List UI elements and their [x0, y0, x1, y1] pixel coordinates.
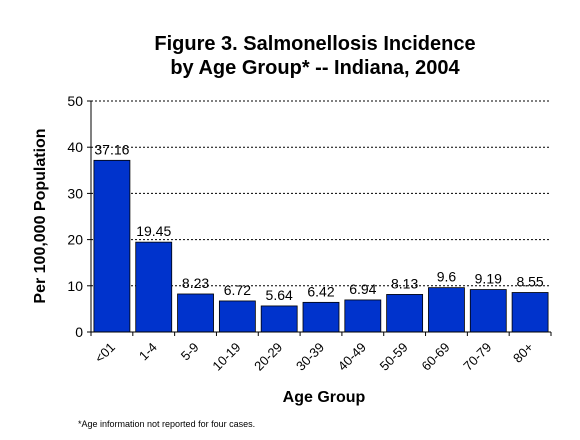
y-tick-label: 10 [67, 278, 83, 294]
x-tick-label: 1-4 [136, 340, 160, 364]
value-label: 8.23 [182, 275, 209, 291]
value-label: 9.19 [475, 271, 502, 287]
bar-80+ [511, 292, 549, 333]
y-axis-label: Per 100,000 Population [32, 128, 49, 303]
y-tick-label: 50 [67, 93, 83, 109]
bar-70-79 [469, 289, 507, 333]
value-label: 6.94 [349, 281, 376, 297]
bar-40-49 [344, 299, 382, 333]
x-axis-label: Age Group [283, 389, 366, 406]
bar-60-69 [428, 287, 465, 333]
x-tick-label: <01 [92, 340, 118, 366]
value-label: 8.55 [516, 273, 543, 289]
chart-title-line1: Figure 3. Salmonellosis Incidence [154, 33, 476, 55]
bar-5-9 [177, 293, 214, 333]
x-tick-label: 70-79 [460, 340, 494, 374]
footnote: *Age information not reported for four c… [78, 419, 256, 429]
y-tick-label: 0 [75, 324, 83, 340]
value-label: 37.16 [94, 141, 129, 157]
bar-10-19 [218, 300, 256, 333]
x-tick-label: 10-19 [209, 340, 243, 374]
bar-50-59 [386, 294, 424, 333]
y-tick-label: 40 [67, 139, 83, 155]
value-label: 6.72 [224, 282, 251, 298]
x-tick-label: 60-69 [418, 340, 452, 374]
value-label: 5.64 [266, 287, 293, 303]
y-tick-label: 30 [67, 185, 83, 201]
x-tick-label: 30-39 [293, 340, 327, 374]
value-labels: 37.16 19.45 8.23 6.72 5.64 6.42 6.94 8.13 9.6 9.1… [94, 141, 544, 303]
y-tick-label: 20 [67, 232, 83, 248]
value-label: 19.45 [136, 223, 171, 239]
value-label: 8.13 [391, 275, 418, 291]
x-tick-label: 5-9 [178, 340, 202, 364]
y-axis-ticks: 0 10 20 30 40 50 [67, 93, 91, 340]
value-label: 6.42 [307, 283, 334, 299]
bar-30-39 [302, 301, 340, 333]
bar-<01 [93, 159, 131, 333]
bar-20-29 [260, 305, 298, 333]
x-tick-label: 80+ [510, 340, 536, 366]
x-axis-ticks: <01 1-4 5-9 10-19 20-29 30-39 40-49 50-59 60-69 7… [90, 332, 552, 374]
x-tick-label: 20-29 [251, 340, 285, 374]
x-tick-label: 40-49 [335, 340, 369, 374]
chart-title-line2: by Age Group* -- Indiana, 2004 [170, 57, 460, 79]
value-label: 9.6 [437, 269, 457, 285]
x-tick-label: 50-59 [377, 340, 411, 374]
bar-1-4 [135, 241, 173, 333]
bars [93, 159, 549, 333]
